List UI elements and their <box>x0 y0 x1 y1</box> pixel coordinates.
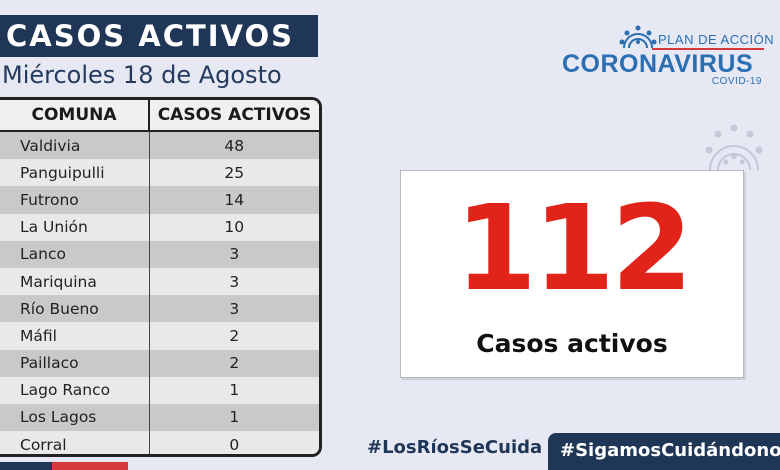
comuna-cell: Panguipulli <box>0 159 150 187</box>
logo-plan-text: PLAN DE ACCIÓN <box>658 32 775 47</box>
logo-divider <box>652 48 764 50</box>
total-cases-label: Casos activos <box>476 329 668 358</box>
casos-cell: 3 <box>149 267 319 296</box>
casos-cell: 1 <box>149 376 319 404</box>
casos-cell: 2 <box>149 322 319 350</box>
page-title: CASOS ACTIVOS <box>6 19 295 53</box>
hashtag-los-rios: #LosRíosSeCuida <box>367 437 543 458</box>
virus-watermark-icon <box>705 124 763 171</box>
table-row: Paillaco 2 <box>0 349 319 377</box>
flag-stripe-red <box>52 462 128 470</box>
comuna-cell: Río Bueno <box>0 295 150 323</box>
comuna-cell: Paillaco <box>0 349 150 377</box>
comuna-cell: Futrono <box>0 186 150 214</box>
table-row: Lanco 3 <box>0 240 319 268</box>
hashtag-sigamos-text: #SigamosCuidándonos <box>560 440 780 461</box>
table-row: Futrono 14 <box>0 186 319 214</box>
comuna-cell: Corral <box>0 431 150 454</box>
table-row: Lago Ranco 1 <box>0 376 319 404</box>
casos-cell: 2 <box>149 349 319 377</box>
comuna-cell: Los Lagos <box>0 403 150 432</box>
flag-stripe-blue <box>0 462 52 470</box>
total-cases-panel: 112 Casos activos <box>400 170 744 378</box>
coronavirus-logo: PLAN DE ACCIÓN CORONAVIRUS COVID-19 <box>560 24 774 90</box>
table-row: Mariquina 3 <box>0 267 319 296</box>
table-header-row: COMUNA CASOS ACTIVOS <box>0 100 319 132</box>
hashtag-sigamos: #SigamosCuidándonos <box>548 433 780 470</box>
comuna-cell: Lago Ranco <box>0 376 150 404</box>
logo-subtext: COVID-19 <box>711 76 762 87</box>
table-row: Río Bueno 3 <box>0 295 319 323</box>
table-row: Valdivia 48 <box>0 131 319 160</box>
casos-cell: 1 <box>149 403 319 432</box>
casos-cell: 48 <box>149 131 319 160</box>
title-banner: CASOS ACTIVOS <box>0 15 318 57</box>
table-row: Corral 0 <box>0 431 319 454</box>
comuna-cell: Máfil <box>0 322 150 350</box>
table-row: Panguipulli 25 <box>0 159 319 187</box>
casos-cell: 14 <box>149 186 319 214</box>
casos-cell: 3 <box>149 295 319 323</box>
column-header-comuna: COMUNA <box>0 100 150 132</box>
date-subtitle: Miércoles 18 de Agosto <box>2 61 282 89</box>
comuna-cell: La Unión <box>0 213 150 241</box>
casos-cell: 25 <box>149 159 319 187</box>
table-row: Máfil 2 <box>0 322 319 350</box>
virus-icon <box>619 25 657 49</box>
table-body: Valdivia 48 Panguipulli 25 Futrono 14 La Unión… <box>0 131 319 454</box>
comuna-cell: Lanco <box>0 240 150 268</box>
comuna-cell: Mariquina <box>0 267 150 296</box>
comuna-cell: Valdivia <box>0 131 150 160</box>
casos-cell: 3 <box>149 240 319 268</box>
logo-name: CORONAVIRUS <box>562 50 754 78</box>
column-header-casos: CASOS ACTIVOS <box>149 100 319 132</box>
casos-cell: 10 <box>149 213 319 241</box>
table-row: Los Lagos 1 <box>0 403 319 432</box>
table-row: La Unión 10 <box>0 213 319 241</box>
total-cases-value: 112 <box>454 179 693 317</box>
cases-table: COMUNA CASOS ACTIVOS Valdivia 48 Panguipul… <box>0 97 322 457</box>
casos-cell: 0 <box>149 431 319 454</box>
